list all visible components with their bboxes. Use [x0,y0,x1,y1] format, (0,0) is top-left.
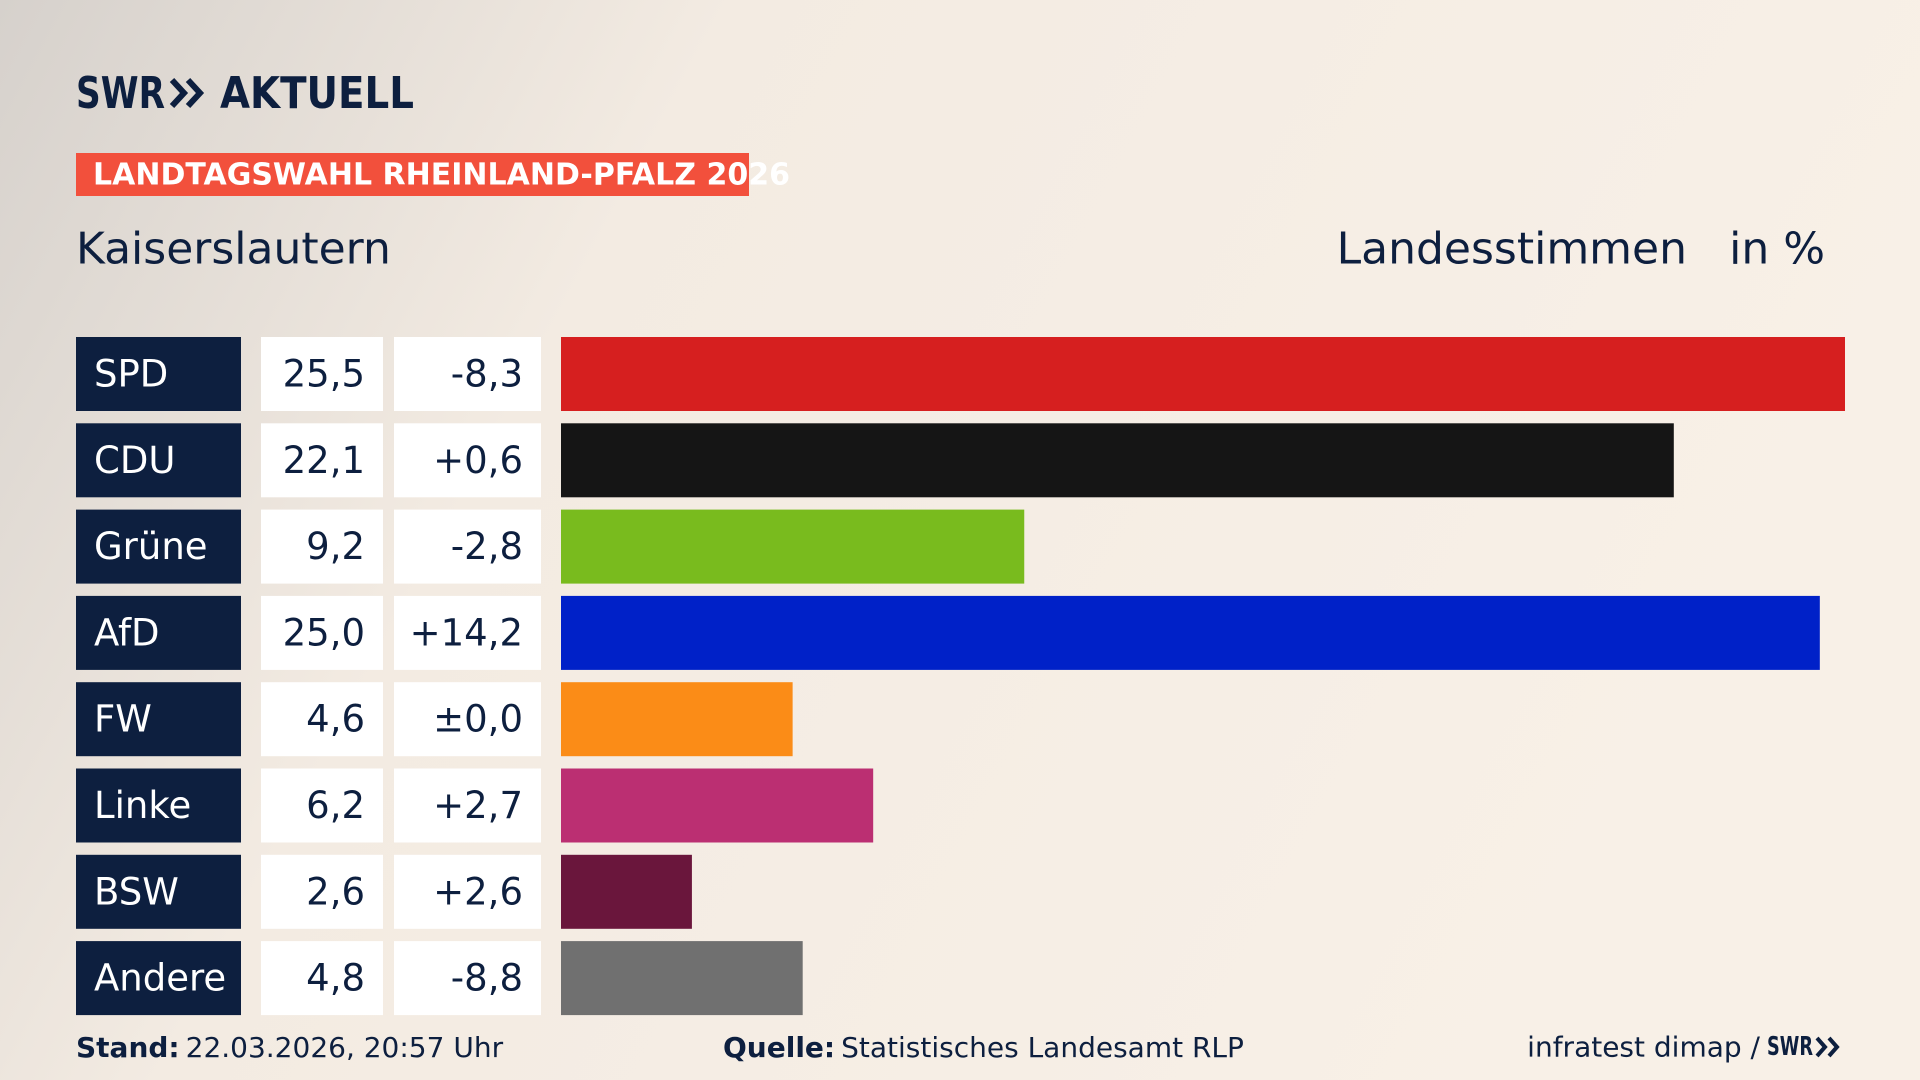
value-box [261,682,383,757]
change-box [394,423,541,498]
change-box [394,595,541,670]
bar [561,854,692,929]
banner: LANDTAGSWAHL RHEINLAND-PFALZ 2026 [93,158,790,193]
rows: SPD 25,5 -8,3 CDU 22,1 +0,6 Grüne 9,2 -2,8 AfD 25,… [76,337,1845,1016]
party-box [76,423,241,498]
party-label: BSW [94,870,179,913]
subtitle: Kaiserslautern [76,224,391,275]
party-label: Andere [94,957,226,1000]
bar [561,509,1025,584]
change-box [394,682,541,757]
value-label: 25,5 [283,353,365,396]
change-label: -8,3 [451,353,523,396]
logo-brand: SWR [76,68,165,119]
stand-label: Stand: [76,1031,180,1064]
value-label: 4,8 [306,957,365,1000]
party-box [76,682,241,757]
value-box [261,423,383,498]
change-box [394,854,541,929]
change-label: ±0,0 [433,698,523,741]
party-label: SPD [94,353,168,396]
change-label: +14,2 [410,611,523,654]
change-box [394,768,541,843]
bar [561,423,1674,498]
banner-bg [76,153,749,196]
value-box [261,595,383,670]
bar [561,595,1820,670]
party-label: Linke [94,784,191,827]
value-label: 6,2 [306,784,365,827]
value-box [261,337,383,411]
logo-chevrons [169,77,205,109]
measure: Landesstimmen [1337,224,1687,275]
party-label: AfD [94,611,160,654]
source-label: Quelle: [723,1031,835,1064]
value-label: 2,6 [306,870,365,913]
stand: Stand: 22.03.2026, 20:57 Uhr [76,1031,504,1064]
stand-value: 22.03.2026, 20:57 Uhr [186,1031,504,1064]
party-box [76,768,241,843]
bar [561,941,803,1016]
party-label: CDU [94,439,175,482]
change-box [394,337,541,411]
party-box [76,854,241,929]
value-label: 4,6 [306,698,365,741]
bar [561,337,1845,411]
change-label: +2,6 [433,870,523,913]
logo-product: AKTUELL [220,68,414,119]
value-label: 25,0 [283,611,365,654]
party-box [76,337,241,411]
change-label: +2,7 [433,784,523,827]
source: Quelle: Statistisches Landesamt RLP [723,1031,1244,1064]
party-label: Grüne [94,525,208,568]
value-box [261,509,383,584]
unit: in % [1729,224,1825,275]
value-box [261,854,383,929]
credit-chevrons [1815,1036,1840,1058]
party-box [76,595,241,670]
change-label: -2,8 [451,525,523,568]
credit: infratest dimap / [1527,1031,1760,1064]
party-box [76,509,241,584]
change-box [394,509,541,584]
party-box [76,941,241,1016]
value-label: 9,2 [306,525,365,568]
bar [561,768,874,843]
party-label: FW [94,698,152,741]
value-label: 22,1 [283,439,365,482]
change-box [394,941,541,1016]
bar [561,682,793,757]
change-label: -8,8 [451,957,523,1000]
value-box [261,941,383,1016]
value-box [261,768,383,843]
change-label: +0,6 [433,439,523,482]
source-value: Statistisches Landesamt RLP [841,1031,1244,1064]
credit-logo: SWR [1767,1032,1813,1062]
